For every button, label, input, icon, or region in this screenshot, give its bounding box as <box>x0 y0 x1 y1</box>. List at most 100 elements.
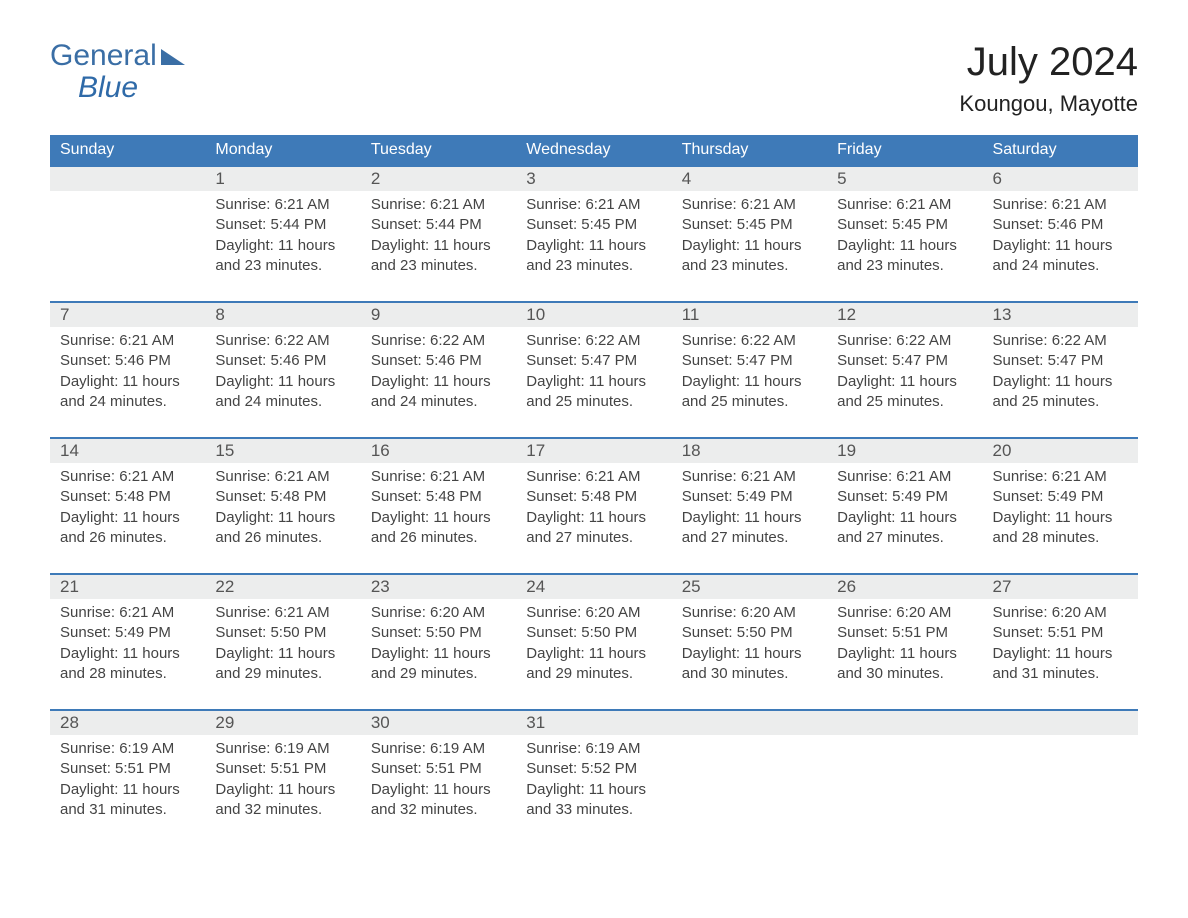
sunrise-line: Sunrise: 6:19 AM <box>215 739 350 759</box>
sunset-line: Sunset: 5:51 PM <box>215 759 350 779</box>
daylight-line: Daylight: 11 hours and 33 minutes. <box>526 780 661 821</box>
daylight-line: Daylight: 11 hours and 23 minutes. <box>371 236 506 277</box>
calendar-table: SundayMondayTuesdayWednesdayThursdayFrid… <box>50 135 1138 845</box>
calendar-cell: 30Sunrise: 6:19 AMSunset: 5:51 PMDayligh… <box>361 710 516 845</box>
daylight-line: Daylight: 11 hours and 29 minutes. <box>371 644 506 685</box>
calendar-cell: 26Sunrise: 6:20 AMSunset: 5:51 PMDayligh… <box>827 574 982 710</box>
calendar-cell: 13Sunrise: 6:22 AMSunset: 5:47 PMDayligh… <box>983 302 1138 438</box>
day-body: Sunrise: 6:19 AMSunset: 5:52 PMDaylight:… <box>516 735 671 845</box>
day-number: 11 <box>672 303 827 327</box>
day-body: Sunrise: 6:21 AMSunset: 5:48 PMDaylight:… <box>361 463 516 573</box>
day-number: 24 <box>516 575 671 599</box>
sunset-line: Sunset: 5:46 PM <box>993 215 1128 235</box>
sunset-line: Sunset: 5:47 PM <box>682 351 817 371</box>
day-number: 1 <box>205 167 360 191</box>
calendar-cell: 15Sunrise: 6:21 AMSunset: 5:48 PMDayligh… <box>205 438 360 574</box>
day-body: Sunrise: 6:22 AMSunset: 5:47 PMDaylight:… <box>827 327 982 437</box>
sunrise-line: Sunrise: 6:22 AM <box>682 331 817 351</box>
sunrise-line: Sunrise: 6:22 AM <box>371 331 506 351</box>
daylight-line: Daylight: 11 hours and 23 minutes. <box>526 236 661 277</box>
sunrise-line: Sunrise: 6:21 AM <box>215 195 350 215</box>
day-number: 25 <box>672 575 827 599</box>
sunrise-line: Sunrise: 6:22 AM <box>215 331 350 351</box>
sunrise-line: Sunrise: 6:21 AM <box>215 467 350 487</box>
sunrise-line: Sunrise: 6:20 AM <box>371 603 506 623</box>
day-body: Sunrise: 6:21 AMSunset: 5:49 PMDaylight:… <box>983 463 1138 573</box>
day-body <box>50 191 205 301</box>
calendar-cell: 22Sunrise: 6:21 AMSunset: 5:50 PMDayligh… <box>205 574 360 710</box>
day-body: Sunrise: 6:21 AMSunset: 5:50 PMDaylight:… <box>205 599 360 709</box>
day-body: Sunrise: 6:22 AMSunset: 5:46 PMDaylight:… <box>361 327 516 437</box>
sunset-line: Sunset: 5:51 PM <box>371 759 506 779</box>
day-body: Sunrise: 6:21 AMSunset: 5:46 PMDaylight:… <box>50 327 205 437</box>
logo-triangle-icon <box>161 49 185 65</box>
day-body: Sunrise: 6:22 AMSunset: 5:46 PMDaylight:… <box>205 327 360 437</box>
calendar-cell: 10Sunrise: 6:22 AMSunset: 5:47 PMDayligh… <box>516 302 671 438</box>
day-number: 26 <box>827 575 982 599</box>
day-body: Sunrise: 6:21 AMSunset: 5:49 PMDaylight:… <box>827 463 982 573</box>
sunrise-line: Sunrise: 6:20 AM <box>682 603 817 623</box>
daylight-line: Daylight: 11 hours and 24 minutes. <box>993 236 1128 277</box>
calendar-cell: 28Sunrise: 6:19 AMSunset: 5:51 PMDayligh… <box>50 710 205 845</box>
location-subtitle: Koungou, Mayotte <box>959 91 1138 117</box>
daylight-line: Daylight: 11 hours and 27 minutes. <box>526 508 661 549</box>
weekday-header: Friday <box>827 135 982 166</box>
day-number: 4 <box>672 167 827 191</box>
day-number: 23 <box>361 575 516 599</box>
calendar-cell: 5Sunrise: 6:21 AMSunset: 5:45 PMDaylight… <box>827 166 982 302</box>
logo: General Blue <box>50 40 185 103</box>
calendar-cell: 25Sunrise: 6:20 AMSunset: 5:50 PMDayligh… <box>672 574 827 710</box>
sunrise-line: Sunrise: 6:20 AM <box>837 603 972 623</box>
sunset-line: Sunset: 5:47 PM <box>837 351 972 371</box>
day-body <box>672 735 827 845</box>
calendar-cell: 1 Sunrise: 6:21 AMSunset: 5:44 PMDaylight… <box>205 166 360 302</box>
day-number <box>983 711 1138 735</box>
day-body: Sunrise: 6:20 AMSunset: 5:51 PMDaylight:… <box>827 599 982 709</box>
day-body: Sunrise: 6:19 AMSunset: 5:51 PMDaylight:… <box>361 735 516 845</box>
sunrise-line: Sunrise: 6:22 AM <box>837 331 972 351</box>
calendar-week-row: 1Sunrise: 6:21 AMSunset: 5:44 PMDaylight… <box>50 166 1138 302</box>
day-body: Sunrise: 6:21 AMSunset: 5:49 PMDaylight:… <box>50 599 205 709</box>
sunrise-line: Sunrise: 6:19 AM <box>371 739 506 759</box>
title-block: July 2024 Koungou, Mayotte <box>959 40 1138 117</box>
sunset-line: Sunset: 5:47 PM <box>526 351 661 371</box>
calendar-cell: 21Sunrise: 6:21 AMSunset: 5:49 PMDayligh… <box>50 574 205 710</box>
day-body: Sunrise: 6:21 AMSunset: 5:46 PMDaylight:… <box>983 191 1138 301</box>
sunrise-line: Sunrise: 6:19 AM <box>526 739 661 759</box>
day-body <box>983 735 1138 845</box>
calendar-cell <box>50 166 205 302</box>
sunrise-line: Sunrise: 6:21 AM <box>371 195 506 215</box>
calendar-cell: 11Sunrise: 6:22 AMSunset: 5:47 PMDayligh… <box>672 302 827 438</box>
day-number: 9 <box>361 303 516 327</box>
calendar-cell: 23Sunrise: 6:20 AMSunset: 5:50 PMDayligh… <box>361 574 516 710</box>
sunset-line: Sunset: 5:46 PM <box>215 351 350 371</box>
day-number: 30 <box>361 711 516 735</box>
sunrise-line: Sunrise: 6:19 AM <box>60 739 195 759</box>
day-number: 22 <box>205 575 360 599</box>
day-number: 6 <box>983 167 1138 191</box>
daylight-line: Daylight: 11 hours and 27 minutes. <box>837 508 972 549</box>
sunrise-line: Sunrise: 6:22 AM <box>993 331 1128 351</box>
day-number: 8 <box>205 303 360 327</box>
sunset-line: Sunset: 5:44 PM <box>215 215 350 235</box>
day-number: 10 <box>516 303 671 327</box>
day-body: Sunrise: 6:21 AMSunset: 5:48 PMDaylight:… <box>516 463 671 573</box>
calendar-cell: 8Sunrise: 6:22 AMSunset: 5:46 PMDaylight… <box>205 302 360 438</box>
day-number: 2 <box>361 167 516 191</box>
sunset-line: Sunset: 5:45 PM <box>837 215 972 235</box>
sunset-line: Sunset: 5:46 PM <box>371 351 506 371</box>
day-number: 12 <box>827 303 982 327</box>
sunrise-line: Sunrise: 6:21 AM <box>682 467 817 487</box>
daylight-line: Daylight: 11 hours and 23 minutes. <box>215 236 350 277</box>
sunrise-line: Sunrise: 6:21 AM <box>837 467 972 487</box>
weekday-header: Sunday <box>50 135 205 166</box>
daylight-line: Daylight: 11 hours and 25 minutes. <box>526 372 661 413</box>
sunset-line: Sunset: 5:52 PM <box>526 759 661 779</box>
daylight-line: Daylight: 11 hours and 26 minutes. <box>371 508 506 549</box>
daylight-line: Daylight: 11 hours and 24 minutes. <box>371 372 506 413</box>
sunset-line: Sunset: 5:45 PM <box>526 215 661 235</box>
page-header: General Blue July 2024 Koungou, Mayotte <box>50 40 1138 117</box>
daylight-line: Daylight: 11 hours and 29 minutes. <box>215 644 350 685</box>
day-body: Sunrise: 6:20 AMSunset: 5:51 PMDaylight:… <box>983 599 1138 709</box>
sunrise-line: Sunrise: 6:21 AM <box>993 195 1128 215</box>
